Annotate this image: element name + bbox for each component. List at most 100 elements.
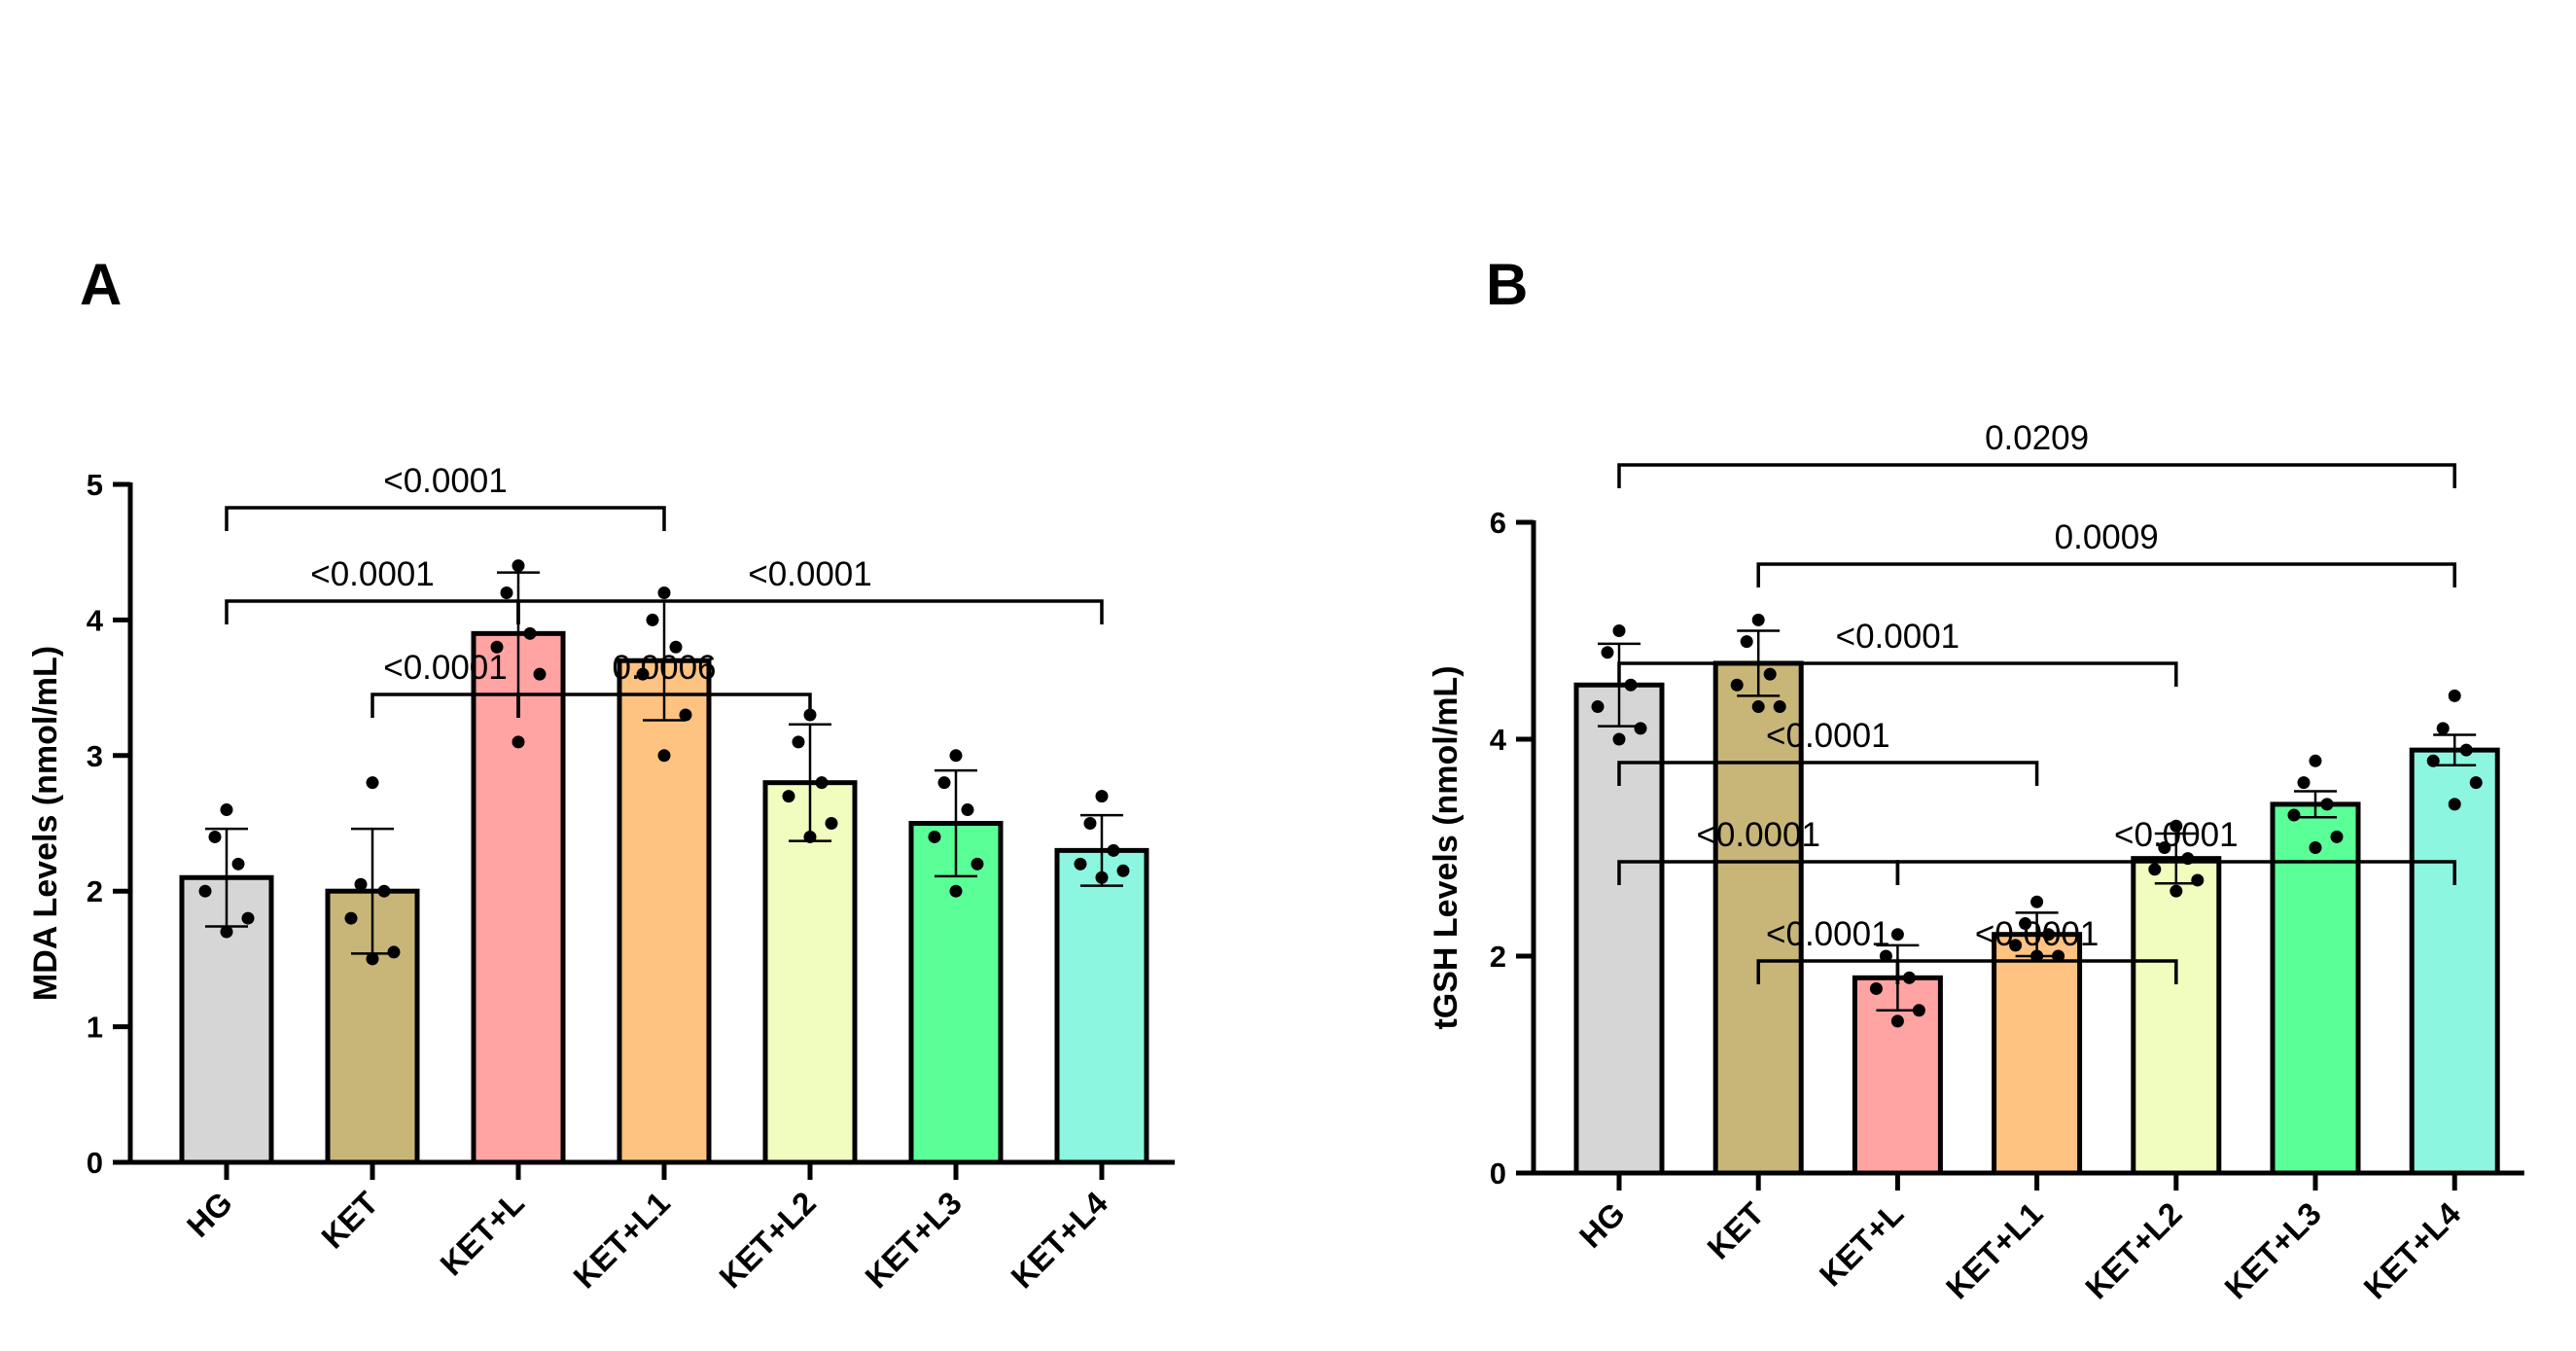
data-point-a-6-2 [1107,843,1120,857]
p-value-label-b-1: 0.0009 [2055,518,2159,556]
bar-a-6 [1054,847,1149,1165]
y-tick-label-a-1: 1 [87,1011,103,1045]
data-point-b-6-5 [2448,798,2461,811]
data-point-b-1-3 [1730,678,1744,692]
data-point-b-2-2 [1902,971,1916,984]
panel-a-letter: A [80,252,122,317]
x-tick-label-b-3: KET+L1 [1939,1195,2050,1306]
data-point-b-4-0 [2170,819,2183,833]
x-tick-label-b-4: KET+L2 [2078,1195,2189,1306]
x-tick-label-b-1: KET [1700,1195,1771,1266]
significance-bracket-b-5 [1895,860,2456,885]
data-point-b-6-4 [2469,776,2483,790]
p-value-label-b-5: <0.0001 [2114,816,2239,854]
data-point-b-1-0 [1751,613,1765,626]
y-tick-label-b-3: 6 [1490,506,1506,540]
data-point-a-1-1 [354,877,368,891]
data-point-a-5-3 [928,830,941,843]
x-tick-label-a-4: KET+L2 [712,1185,823,1296]
data-point-a-4-4 [825,817,838,830]
data-point-a-1-4 [387,945,401,959]
x-tick-label-a-2: KET+L [433,1185,531,1283]
data-point-b-0-2 [1624,678,1638,692]
data-point-a-3-5 [657,749,671,763]
data-point-b-4-3 [2148,863,2162,876]
data-point-a-5-1 [937,776,951,790]
data-point-a-2-3 [490,640,504,654]
x-tick-label-b-5: KET+L3 [2217,1195,2328,1306]
x-tick-label-b-2: KET+L [1813,1195,1911,1294]
data-point-b-4-5 [2170,884,2183,898]
x-tick-label-a-6: KET+L4 [1004,1184,1114,1295]
data-point-b-6-1 [2436,722,2450,735]
data-point-a-3-2 [669,640,683,654]
y-tick-label-a-4: 4 [87,603,104,637]
significance-bracket-a-2 [516,599,1104,624]
data-point-b-5-4 [2330,830,2344,843]
y-tick-label-a-3: 3 [87,739,103,773]
data-point-b-6-2 [2459,743,2473,757]
data-point-b-0-1 [1601,646,1614,659]
data-point-b-0-4 [1634,722,1647,735]
data-point-a-1-5 [366,952,379,966]
x-tick-label-b-6: KET+L4 [2356,1194,2467,1305]
p-value-label-b-3: <0.0001 [1766,717,1890,755]
data-point-a-6-4 [1116,864,1130,877]
p-value-label-b-2: <0.0001 [1836,618,1960,656]
data-point-a-4-2 [815,776,829,790]
data-point-a-0-3 [198,884,212,898]
x-tick-label-a-3: KET+L1 [566,1185,677,1296]
x-tick-label-a-1: KET [314,1185,385,1256]
x-tick-label-a-5: KET+L3 [858,1185,969,1296]
p-value-label-a-4: 0.0006 [612,649,716,687]
data-point-a-4-5 [803,830,817,843]
data-point-a-6-3 [1074,857,1087,871]
bar-b-6 [2409,747,2500,1176]
data-point-a-3-3 [636,667,650,681]
data-point-a-0-0 [220,803,233,817]
data-point-b-0-3 [1591,700,1605,714]
p-value-label-a-1: <0.0001 [310,555,435,593]
data-point-b-5-5 [2309,841,2322,854]
data-point-b-0-5 [1612,732,1626,746]
data-point-a-3-1 [646,613,659,626]
data-point-b-2-3 [1869,981,1883,995]
significance-bracket-b-7 [1895,959,2178,984]
data-point-b-3-3 [2009,939,2023,952]
p-value-label-a-0: <0.0001 [383,462,508,500]
p-value-label-a-3: <0.0001 [383,649,508,687]
y-tick-label-a-0: 0 [87,1146,103,1180]
y-tick-label-b-1: 2 [1490,940,1506,974]
data-point-a-5-4 [970,857,984,871]
data-point-a-1-3 [344,911,358,925]
data-point-b-1-4 [1773,700,1786,714]
significance-bracket-b-3 [1617,761,2039,786]
data-point-a-4-3 [782,790,795,803]
data-point-b-1-2 [1763,667,1777,681]
data-point-a-3-4 [679,708,692,722]
significance-bracket-b-2 [1617,661,2178,687]
data-point-a-0-1 [208,830,222,843]
data-point-a-5-2 [961,803,974,817]
data-point-b-5-3 [2287,808,2301,822]
panel-b: B 0 2 4 6 tGSH Levels (nmol/mL) HG KET KET+L KET… [1428,252,2524,1305]
y-axis-title-a: MDA Levels (nmol/mL) [27,646,64,1001]
data-point-b-6-3 [2426,754,2440,767]
data-point-b-5-2 [2320,798,2334,811]
data-point-b-2-5 [1890,1014,1904,1028]
bar-b-5 [2270,801,2361,1176]
data-point-a-2-2 [523,626,537,640]
y-tick-label-b-0: 0 [1490,1156,1506,1191]
data-point-a-2-0 [512,559,525,573]
data-point-a-5-5 [949,884,963,898]
significance-bracket-a-1 [225,599,520,624]
significance-bracket-a-4 [516,693,812,718]
data-point-a-6-5 [1095,871,1109,884]
bar-a-3 [617,658,712,1165]
data-point-b-0-0 [1612,624,1626,637]
data-point-b-3-0 [2030,895,2044,908]
x-tick-label-a-0: HG [180,1185,239,1244]
data-point-b-3-1 [2019,917,2032,931]
data-point-b-4-1 [2158,841,2171,854]
